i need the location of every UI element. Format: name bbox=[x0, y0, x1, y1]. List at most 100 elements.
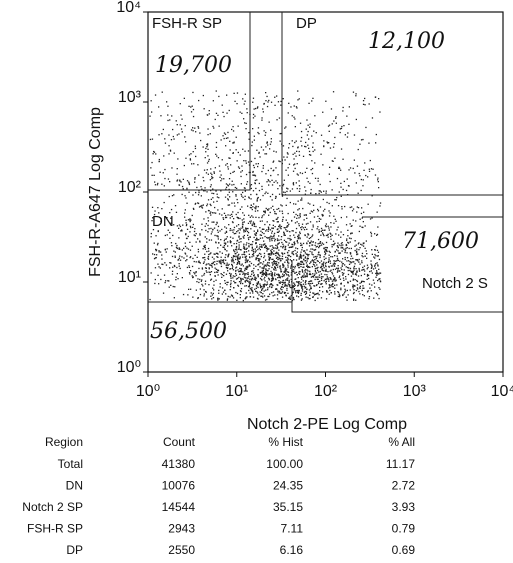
event-dot bbox=[281, 281, 283, 283]
event-dot bbox=[255, 205, 257, 207]
event-dot bbox=[285, 272, 287, 274]
event-dot bbox=[213, 280, 215, 283]
event-dot bbox=[240, 282, 242, 285]
event-dot bbox=[274, 274, 276, 277]
event-dot bbox=[361, 207, 363, 209]
event-dot bbox=[372, 268, 375, 270]
event-dot bbox=[265, 230, 267, 232]
event-dot bbox=[310, 242, 312, 244]
event-dot bbox=[375, 263, 377, 265]
event-dot bbox=[224, 196, 227, 198]
event-dot bbox=[192, 127, 194, 129]
event-dot bbox=[341, 268, 343, 271]
event-dot bbox=[251, 244, 253, 246]
annotation: 19,700 bbox=[155, 53, 232, 78]
event-dot bbox=[304, 193, 306, 195]
event-dot bbox=[327, 261, 329, 263]
event-dot bbox=[225, 230, 228, 233]
event-dot bbox=[249, 220, 251, 223]
event-dot bbox=[367, 290, 369, 292]
event-dot bbox=[155, 153, 157, 155]
event-dot bbox=[203, 295, 205, 297]
event-dot bbox=[236, 277, 239, 280]
event-dot bbox=[211, 294, 214, 296]
event-dot bbox=[285, 259, 287, 261]
event-dot bbox=[276, 252, 278, 254]
event-dot bbox=[355, 244, 357, 246]
event-dot bbox=[208, 239, 210, 241]
event-dot bbox=[363, 211, 365, 213]
event-dot bbox=[278, 160, 280, 162]
event-dot bbox=[275, 252, 277, 254]
event-dot bbox=[283, 252, 286, 255]
event-dot bbox=[217, 274, 219, 276]
event-dot bbox=[205, 147, 207, 150]
event-dot bbox=[156, 244, 159, 246]
event-dot bbox=[241, 253, 243, 256]
event-dot bbox=[173, 194, 175, 196]
event-dot bbox=[205, 211, 207, 213]
event-dot bbox=[233, 229, 235, 231]
x-tick-label: 10² bbox=[314, 383, 338, 400]
event-dot bbox=[306, 217, 308, 219]
event-dot bbox=[239, 217, 241, 220]
event-dot bbox=[206, 144, 209, 146]
event-dot bbox=[367, 176, 369, 178]
event-dot bbox=[186, 180, 189, 182]
event-dot bbox=[340, 287, 342, 289]
event-dot bbox=[238, 271, 240, 273]
event-dot bbox=[216, 256, 218, 258]
event-dot bbox=[306, 119, 308, 121]
event-dot bbox=[292, 170, 295, 172]
event-dot bbox=[243, 245, 245, 247]
event-dot bbox=[252, 117, 255, 119]
event-dot bbox=[301, 290, 304, 292]
event-dot bbox=[199, 293, 202, 296]
event-dot bbox=[240, 268, 242, 270]
event-dot bbox=[321, 229, 323, 231]
event-dot bbox=[178, 133, 180, 135]
event-dot bbox=[189, 231, 191, 233]
event-dot bbox=[256, 193, 258, 196]
event-dot bbox=[303, 258, 305, 260]
event-dot bbox=[205, 223, 207, 225]
event-dot bbox=[254, 174, 256, 176]
event-dot bbox=[243, 118, 245, 120]
event-dot bbox=[342, 234, 345, 236]
event-dot bbox=[360, 212, 363, 215]
event-dot bbox=[255, 277, 257, 279]
event-dot bbox=[190, 288, 192, 290]
event-dot bbox=[298, 256, 300, 258]
event-dot bbox=[289, 286, 291, 289]
event-dot bbox=[297, 237, 299, 239]
event-dot bbox=[280, 268, 282, 270]
event-dot bbox=[357, 253, 359, 255]
event-dot bbox=[151, 138, 154, 140]
event-dot bbox=[292, 291, 294, 293]
event-dot bbox=[204, 225, 206, 227]
event-dot bbox=[198, 260, 200, 262]
event-dot bbox=[334, 199, 336, 201]
event-dot bbox=[256, 245, 258, 247]
event-dot bbox=[204, 246, 206, 248]
event-dot bbox=[355, 299, 357, 301]
event-dot bbox=[355, 118, 357, 121]
event-dot bbox=[282, 273, 284, 275]
event-dot bbox=[308, 273, 311, 276]
event-dot bbox=[323, 145, 325, 147]
event-dot bbox=[324, 273, 326, 276]
event-dot bbox=[268, 227, 270, 229]
event-dot bbox=[314, 115, 316, 117]
event-dot bbox=[230, 164, 232, 166]
event-dot bbox=[222, 218, 225, 220]
event-dot bbox=[192, 296, 194, 298]
event-dot bbox=[328, 130, 330, 132]
event-dot bbox=[375, 142, 377, 144]
event-dot bbox=[304, 275, 306, 277]
event-dot bbox=[279, 160, 281, 163]
event-dot bbox=[304, 290, 306, 293]
event-dot bbox=[189, 158, 191, 160]
event-dot bbox=[271, 239, 273, 242]
event-dot bbox=[258, 294, 260, 296]
event-dot bbox=[243, 248, 246, 250]
